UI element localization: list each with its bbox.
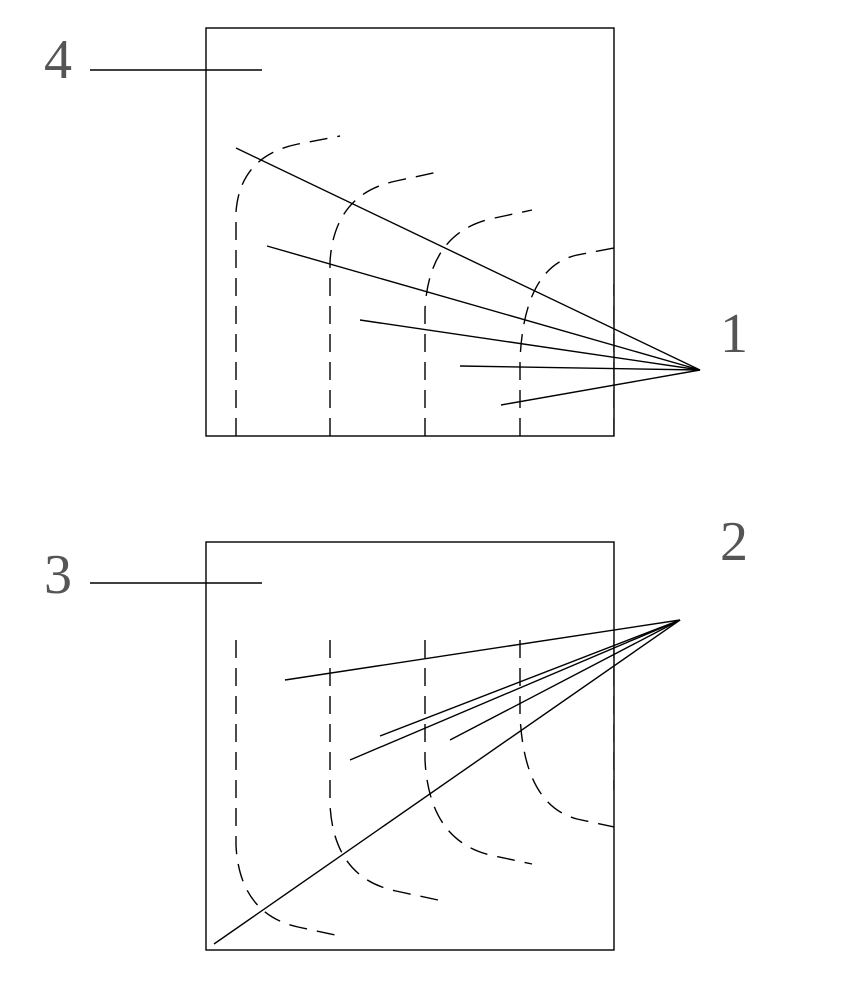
top-box-callout-line-0 bbox=[236, 148, 700, 370]
top-box-callout-line-1 bbox=[267, 246, 700, 370]
top-box-curve-1 bbox=[330, 172, 438, 436]
bottom-box-callout-line-1 bbox=[350, 620, 680, 760]
bottom-box-curve-0 bbox=[236, 640, 340, 936]
bottom-box-callout-line-4 bbox=[214, 620, 680, 944]
label-two: 2 bbox=[720, 511, 748, 573]
top-box-callout-line-4 bbox=[501, 370, 700, 405]
label-one: 1 bbox=[720, 303, 748, 365]
top-box-curve-0 bbox=[236, 136, 340, 436]
bottom-box-frame bbox=[206, 542, 614, 950]
bottom-box-curve-2 bbox=[425, 640, 532, 864]
label-four: 4 bbox=[44, 29, 72, 91]
bottom-box-curve-1 bbox=[330, 640, 438, 900]
label-three: 3 bbox=[44, 544, 72, 606]
bottom-box-callout-line-0 bbox=[285, 620, 680, 680]
top-box-callout-line-3 bbox=[460, 366, 700, 370]
top-box-dashed-curves bbox=[236, 136, 614, 436]
